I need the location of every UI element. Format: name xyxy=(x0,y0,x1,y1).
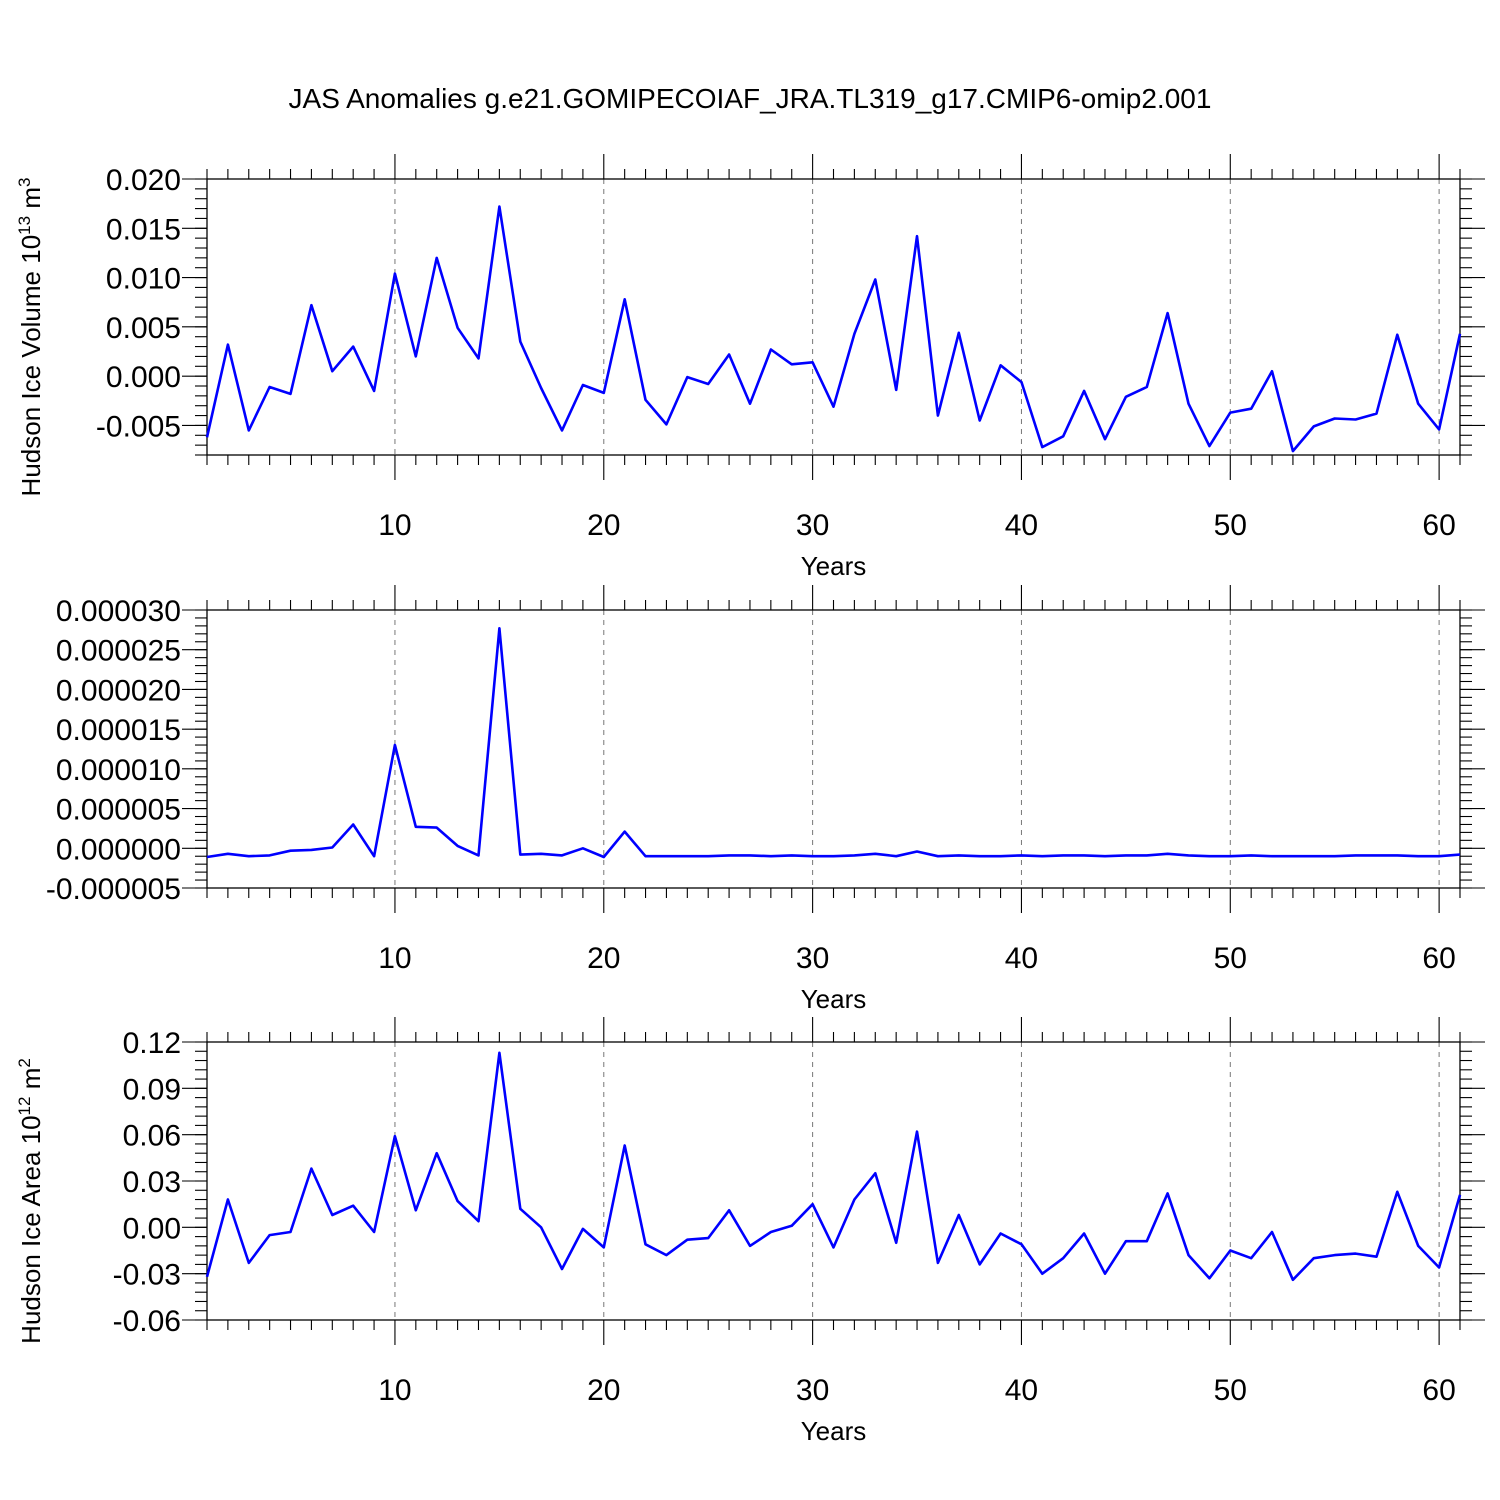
y-axis-label-part: m xyxy=(16,1068,46,1097)
x-tick-label: 40 xyxy=(1005,509,1038,542)
y-tick-label: 0.00 xyxy=(123,1212,181,1245)
x-tick-label: 30 xyxy=(796,942,829,975)
x-axis-label: Years xyxy=(801,551,867,581)
y-axis-label: Hudson Ice Volume 1013 m3 xyxy=(15,178,46,497)
volume-panel: 10 20 30 40 50 60 0.020 0.015 0.010 0.005 0.000 -0.… xyxy=(15,154,1485,581)
x-tick-label: 10 xyxy=(378,1374,411,1407)
x-axis-label: Years xyxy=(801,1416,867,1446)
y-tick-label: 0.020 xyxy=(106,164,181,197)
y-tick-label: -0.000005 xyxy=(46,873,181,906)
chart-title: JAS Anomalies g.e21.GOMIPECOIAF_JRA.TL31… xyxy=(289,83,1212,114)
y-tick-label: 0.000010 xyxy=(56,754,181,787)
series-line xyxy=(206,626,1461,859)
y-axis-label-part: 12 xyxy=(15,1097,34,1116)
x-tick-label: 60 xyxy=(1422,1374,1455,1407)
x-tick-label: 40 xyxy=(1005,1374,1038,1407)
area-panel: 10 20 30 40 50 60 0.12 0.09 0.06 0.03 0.00 -0.03 -0.… xyxy=(15,1017,1485,1446)
x-tick-label: 50 xyxy=(1214,1374,1247,1407)
y-tick-label: 0.000015 xyxy=(56,714,181,747)
y-tick-label: 0.000025 xyxy=(56,635,181,668)
middle-panel: 10 20 30 40 50 60 0.000030 0.000025 0.000020 0.00… xyxy=(46,585,1485,1014)
y-axis-label: Hudson Ice Area 1012 m2 xyxy=(15,1058,46,1344)
y-tick-label: 0.000020 xyxy=(56,674,181,707)
series-line xyxy=(205,205,1462,453)
x-tick-label: 10 xyxy=(378,509,411,542)
y-tick-label: 0.000005 xyxy=(56,794,181,827)
x-tick-label: 60 xyxy=(1422,942,1455,975)
y-tick-label: 0.000 xyxy=(106,361,181,394)
y-axis-label-part: 13 xyxy=(15,216,34,235)
x-tick-label: 30 xyxy=(796,509,829,542)
y-tick-label: -0.06 xyxy=(113,1305,181,1338)
y-tick-label: 0.015 xyxy=(106,213,181,246)
y-tick-label: 0.000030 xyxy=(56,595,181,628)
y-tick-label: 0.03 xyxy=(123,1166,181,1199)
y-tick-label: 0.010 xyxy=(106,263,181,296)
x-tick-label: 20 xyxy=(587,509,620,542)
series-line xyxy=(205,1051,1462,1282)
x-tick-label: 30 xyxy=(796,1374,829,1407)
x-tick-label: 50 xyxy=(1214,942,1247,975)
y-tick-label: 0.12 xyxy=(123,1027,181,1060)
x-tick-label: 40 xyxy=(1005,942,1038,975)
x-axis-label: Years xyxy=(801,984,867,1014)
y-axis-label-part: 2 xyxy=(15,1058,34,1067)
x-tick-label: 20 xyxy=(587,1374,620,1407)
y-axis-label-part: 3 xyxy=(15,178,34,187)
y-tick-label: 0.06 xyxy=(123,1120,181,1153)
y-axis-label-part: m xyxy=(16,187,46,216)
x-tick-label: 50 xyxy=(1214,509,1247,542)
panels-container: 10 20 30 40 50 60 0.020 0.015 0.010 0.005 0.000 -0.… xyxy=(15,154,1485,1446)
x-tick-label: 60 xyxy=(1422,509,1455,542)
x-tick-label: 20 xyxy=(587,942,620,975)
y-tick-label: -0.03 xyxy=(113,1259,181,1292)
y-axis-label-part: Hudson Ice Area 10 xyxy=(16,1115,46,1343)
y-axis-label-part: Hudson Ice Volume 10 xyxy=(16,235,46,497)
y-tick-label: 0.005 xyxy=(106,312,181,345)
y-tick-label: -0.005 xyxy=(96,410,181,443)
y-tick-label: 0.09 xyxy=(123,1073,181,1106)
x-tick-label: 10 xyxy=(378,942,411,975)
y-tick-label: 0.000000 xyxy=(56,833,181,866)
